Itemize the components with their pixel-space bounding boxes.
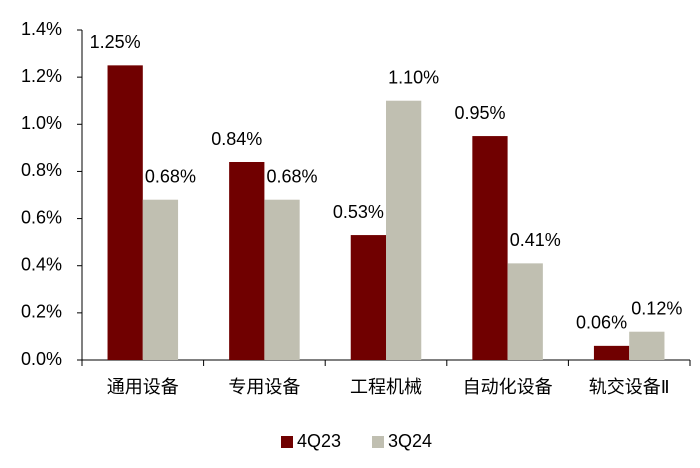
bar (350, 235, 386, 360)
value-label: 1.10% (388, 67, 439, 87)
value-label: 0.68% (145, 166, 196, 186)
y-tick-label: 1.0% (21, 113, 62, 133)
x-tick-label: 工程机械 (350, 377, 422, 397)
value-label: 0.53% (333, 202, 384, 222)
x-tick-label: 专用设备 (228, 377, 300, 397)
x-tick-label: 自动化设备 (463, 377, 553, 397)
y-tick-label: 1.2% (21, 66, 62, 86)
x-tick-label: 通用设备 (107, 377, 179, 397)
bar (142, 199, 179, 360)
value-label: 0.12% (631, 298, 682, 318)
value-label: 0.06% (576, 313, 627, 333)
legend-label: 3Q24 (388, 431, 432, 451)
y-tick-label: 1.4% (21, 19, 62, 39)
y-tick-label: 0.6% (21, 207, 62, 227)
value-label: 0.95% (454, 103, 505, 123)
y-tick-label: 0.2% (21, 302, 62, 322)
y-tick-label: 0.8% (21, 160, 62, 180)
bar (264, 199, 300, 360)
legend-swatch (281, 436, 293, 448)
bar (472, 136, 508, 360)
bar (507, 263, 543, 360)
bar (229, 162, 265, 360)
x-tick-label: 轨交设备Ⅱ (589, 377, 670, 397)
bar (629, 331, 665, 360)
y-tick-label: 0.4% (21, 254, 62, 274)
y-tick-label: 0.0% (21, 349, 62, 369)
bar (107, 65, 143, 360)
legend-label: 4Q23 (297, 431, 341, 451)
value-label: 0.84% (211, 129, 262, 149)
bar (593, 345, 630, 360)
legend-swatch (372, 436, 384, 448)
bar (386, 100, 422, 360)
value-label: 0.68% (267, 166, 318, 186)
value-label: 0.41% (510, 230, 561, 250)
value-label: 1.25% (90, 32, 141, 52)
